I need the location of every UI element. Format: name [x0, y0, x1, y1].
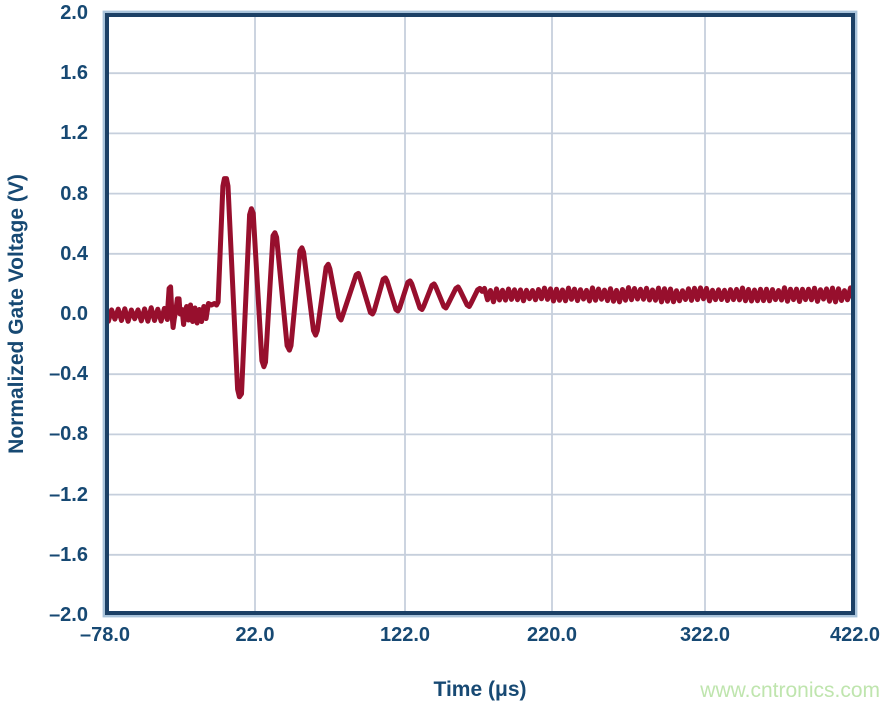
gridlines	[105, 13, 855, 615]
gate-voltage-trace	[105, 176, 855, 400]
x-tick-label: –78.0	[79, 624, 131, 646]
y-tick-label: 0.4	[60, 242, 88, 265]
x-tick-label: 220.0	[526, 624, 578, 646]
x-tick-label: 422.0	[829, 624, 881, 646]
y-tick-label: –1.2	[49, 483, 88, 506]
y-tick-label: –0.8	[49, 423, 88, 446]
watermark-text: www.cntronics.com	[700, 679, 880, 702]
x-tick-label: 22.0	[235, 624, 275, 646]
plot-border-halo	[102, 10, 858, 618]
y-axis-title: Normalized Gate Voltage (V)	[5, 174, 28, 454]
y-tick-label: 0.0	[60, 303, 88, 325]
y-tick-label: 0.8	[60, 182, 88, 205]
y-tick-label: 1.2	[60, 122, 88, 145]
y-tick-label: –0.4	[49, 363, 88, 386]
plot-border	[105, 13, 855, 615]
y-tick-label: –1.6	[49, 543, 88, 566]
x-axis-title: Time (μs)	[433, 678, 527, 701]
y-tick-label: –2.0	[49, 604, 88, 626]
x-tick-label: 322.0	[679, 624, 731, 646]
y-tick-label: 1.6	[60, 62, 88, 85]
x-tick-label: 122.0	[379, 624, 431, 646]
y-tick-label: 2.0	[60, 2, 88, 24]
